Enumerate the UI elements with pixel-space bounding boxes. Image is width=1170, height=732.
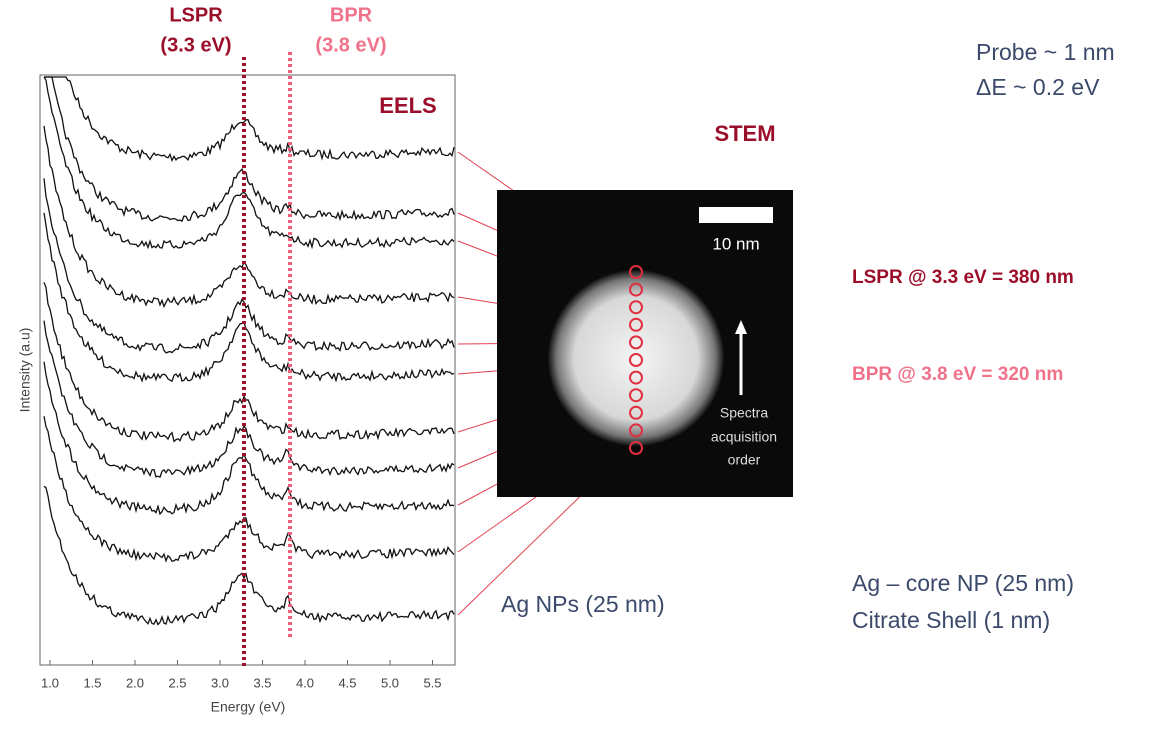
y-axis-label: Intensity (a.u) — [17, 328, 33, 413]
spectrum — [43, 282, 455, 443]
spectrum — [43, 178, 455, 354]
lspr-title: LSPR — [169, 4, 223, 26]
x-tick-label: 3.0 — [211, 675, 229, 690]
core-label: Ag – core NP (25 nm) — [852, 570, 1074, 596]
x-tick-label: 4.5 — [338, 675, 356, 690]
spectrum — [43, 125, 455, 309]
probe-circle — [629, 441, 643, 455]
bpr-energy: (3.8 eV) — [315, 34, 386, 56]
x-axis-label: Energy (eV) — [211, 699, 286, 715]
x-tick-label: 1.5 — [83, 675, 101, 690]
shell-label: Citrate Shell (1 nm) — [852, 607, 1050, 633]
energy-resolution: ΔE ~ 0.2 eV — [976, 74, 1100, 100]
x-tick-label: 5.0 — [381, 675, 399, 690]
probe-circle — [629, 335, 643, 350]
spectrum — [44, 76, 455, 163]
spectrum — [43, 485, 455, 626]
x-tick-label: 4.0 — [296, 675, 314, 690]
spectrum — [43, 361, 455, 516]
spectrum — [43, 416, 455, 563]
probe-positions — [629, 265, 643, 455]
lspr-wavelength: LSPR @ 3.3 eV = 380 nm — [852, 267, 1074, 288]
probe-circle — [629, 282, 643, 297]
probe-circle — [629, 388, 643, 403]
x-ticks: 1.0 1.5 2.0 2.5 3.0 3.5 4.0 4.5 5.0 5.5 — [41, 660, 442, 690]
spectrum — [43, 76, 455, 250]
x-tick-label: 2.5 — [168, 675, 186, 690]
spectrum — [43, 320, 455, 478]
scale-bar — [699, 207, 773, 223]
probe-size: Probe ~ 1 nm — [976, 39, 1115, 65]
lspr-energy: (3.3 eV) — [160, 34, 231, 56]
bpr-wavelength: BPR @ 3.8 eV = 320 nm — [852, 364, 1063, 385]
spectrum — [44, 76, 455, 223]
probe-circle — [629, 317, 643, 332]
nanoparticle — [548, 270, 724, 446]
spectrum — [43, 212, 455, 383]
probe-circle — [629, 370, 643, 385]
probe-circle — [629, 353, 643, 367]
eels-label: EELS — [379, 93, 436, 118]
bpr-title: BPR — [330, 4, 373, 26]
probe-circle — [629, 265, 643, 279]
probe-circle — [629, 423, 643, 438]
sample-label: Ag NPs (25 nm) — [501, 591, 665, 617]
arrow-text: acquisition — [711, 429, 777, 445]
stem-label: STEM — [714, 121, 775, 146]
arrow-text: Spectra — [720, 405, 768, 421]
x-tick-label: 5.5 — [423, 675, 441, 690]
arrow-head — [735, 320, 747, 334]
x-tick-label: 1.0 — [41, 675, 59, 690]
x-tick-label: 2.0 — [126, 675, 144, 690]
x-tick-label: 3.5 — [253, 675, 271, 690]
probe-circle — [629, 405, 643, 420]
plot-frame — [39, 74, 456, 666]
spectra — [43, 76, 455, 626]
arrow-text: order — [728, 452, 761, 468]
probe-circle — [629, 300, 643, 315]
scale-label: 10 nm — [712, 234, 759, 253]
